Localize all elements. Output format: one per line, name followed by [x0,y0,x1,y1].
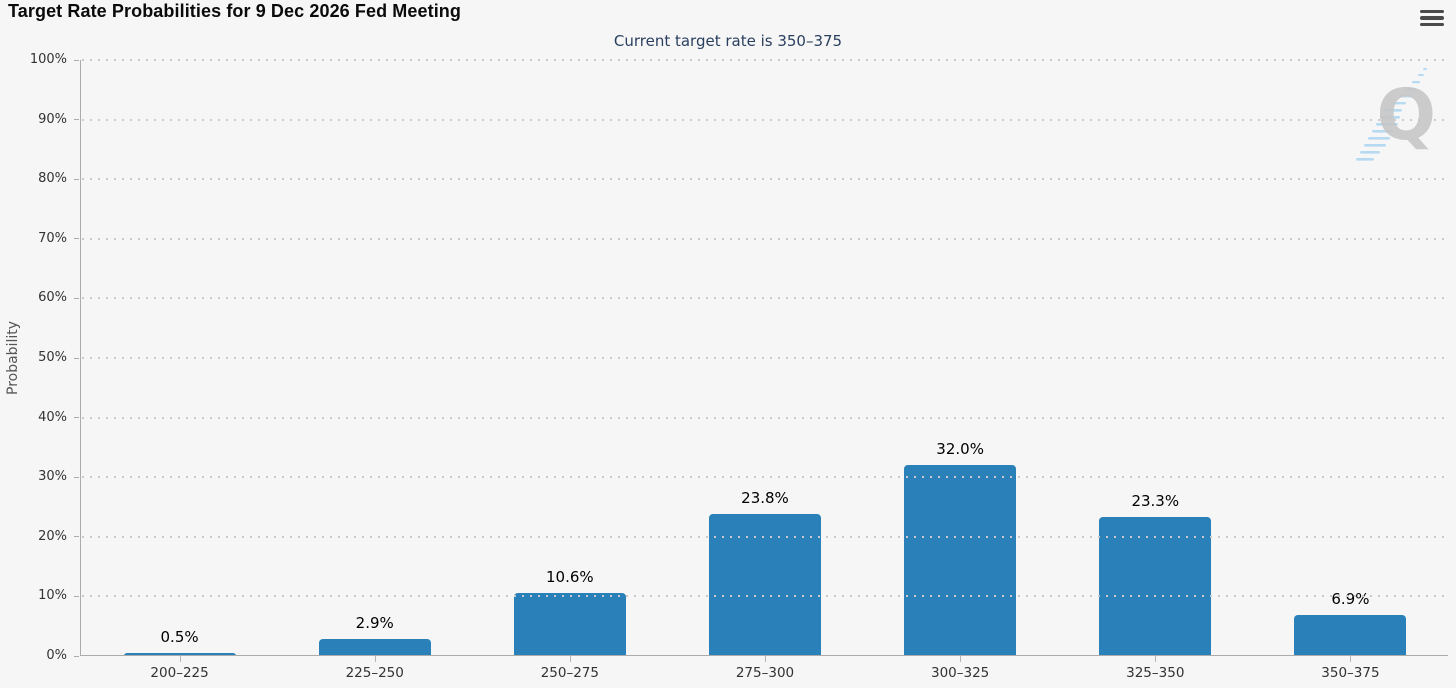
bar-value-label: 32.0% [936,440,984,459]
x-tick-label: 350–375 [1321,665,1380,681]
bar-cell: 6.9% [1253,60,1448,656]
y-tick-label: 30% [38,469,67,485]
y-axis-tick-labels: 0% 10% 20% 30% 40% 50% 60% 70% 80% 90% 100% [0,52,80,663]
y-tick-mark [74,417,79,419]
bar-225–250 [318,638,431,656]
y-axis-line [80,60,81,656]
x-tick-mark [960,656,962,662]
plot-area: 0.5% 2.9% 10.6% 23.8% 32.0% 23.3% 6.9% [82,59,1448,656]
bar-value-label: 23.3% [1131,492,1180,511]
y-tick-mark [74,238,79,240]
hamburger-icon [1420,22,1444,27]
chart-subtitle: Current target rate is 350–375 [613,32,843,50]
y-tick-mark [74,536,79,538]
y-tick-label: 20% [38,528,67,544]
bar-350–375 [1294,614,1407,656]
y-tick-label: 40% [38,409,67,425]
x-tick-label: 225–250 [345,665,404,681]
y-tick-label: 10% [38,588,67,604]
x-tick-label: 250–275 [540,665,599,681]
x-axis-line [80,655,1448,656]
x-tick-mark [1155,656,1157,662]
bar-325–350 [1099,517,1212,656]
y-tick-mark [74,357,79,359]
x-tick-label: 200–225 [150,665,209,681]
x-tick-mark [374,656,376,662]
bar-cell: 32.0% [863,60,1058,656]
y-tick-mark [74,655,79,657]
bar-value-label: 23.8% [741,489,789,508]
y-tick-label: 70% [38,230,67,246]
chart-title: Target Rate Probabilities for 9 Dec 2026… [8,1,461,21]
y-tick-label: 80% [38,171,67,187]
bar-cell: 2.9% [277,60,472,656]
bar-cell: 0.5% [82,60,277,656]
y-tick-mark [74,119,79,121]
y-tick-label: 90% [38,111,67,127]
y-tick-mark [74,476,79,478]
x-tick-label: 300–325 [930,665,990,681]
bar-300–325 [904,465,1017,656]
y-tick-label: 100% [29,52,67,67]
y-tick-label: 50% [38,350,67,365]
x-tick-mark [764,656,766,662]
x-tick-mark [1350,656,1352,662]
bar-275–300 [708,514,821,656]
bar-value-label: 0.5% [160,628,199,647]
y-tick-label: 60% [38,290,67,306]
x-tick-label: 325–350 [1126,665,1185,681]
hamburger-icon [1420,16,1444,20]
bar-cell: 23.8% [667,60,862,656]
bar-cell: 23.3% [1058,60,1253,656]
y-tick-label: 0% [46,648,67,663]
x-axis-labels: 200–225 225–250 250–275 275–300 300–325 325–3… [82,656,1448,686]
x-axis-category: 250–275 [472,656,667,686]
y-tick-mark [74,59,79,61]
y-tick-mark [74,595,79,597]
bar-value-label: 10.6% [546,567,594,586]
x-tick-label: 275–300 [735,665,795,681]
bar-250–275 [513,592,626,656]
bars-container: 0.5% 2.9% 10.6% 23.8% 32.0% 23.3% 6.9% [82,60,1448,656]
x-tick-mark [179,656,181,662]
bar-value-label: 2.9% [355,613,394,632]
x-tick-mark [569,656,571,662]
x-axis-category: 225–250 [277,656,472,686]
x-axis-category: 325–350 [1058,656,1253,686]
hamburger-icon [1420,9,1444,14]
y-tick-mark [74,178,79,180]
x-axis-category: 350–375 [1253,656,1448,686]
x-axis-category: 300–325 [863,656,1058,686]
x-axis-category: 275–300 [667,656,862,686]
bar-200–225 [123,653,236,656]
x-axis-category: 200–225 [82,656,277,686]
bar-value-label: 6.9% [1331,589,1370,608]
y-tick-mark [74,297,79,299]
chart-export-menu-button[interactable] [1417,5,1447,31]
bar-cell: 10.6% [472,60,667,656]
